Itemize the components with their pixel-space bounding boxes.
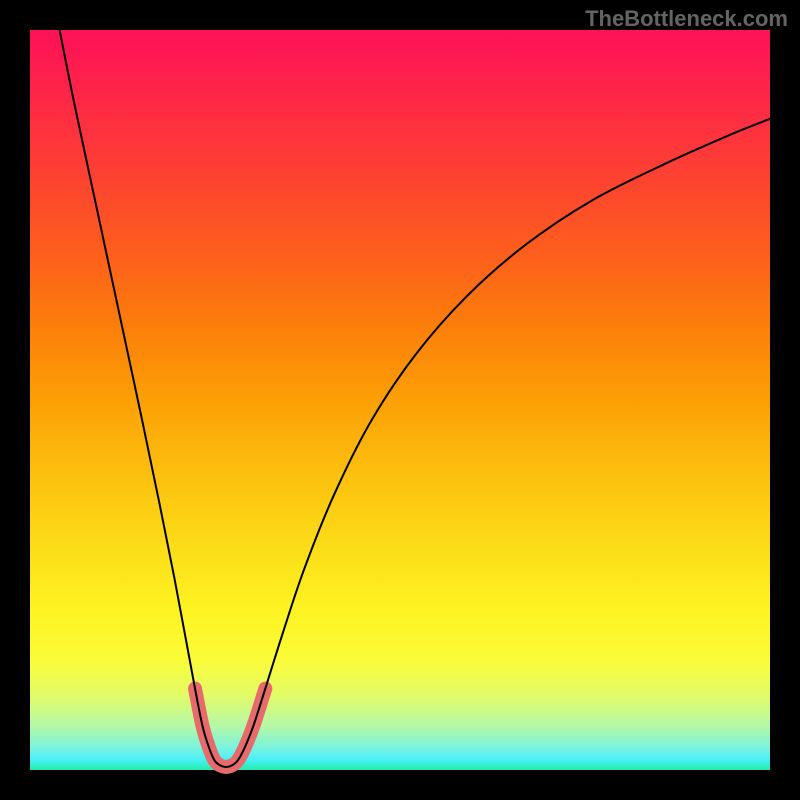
plot-gradient-bg [30,30,770,770]
bottleneck-plot [0,0,800,800]
watermark-text: TheBottleneck.com [585,6,788,32]
